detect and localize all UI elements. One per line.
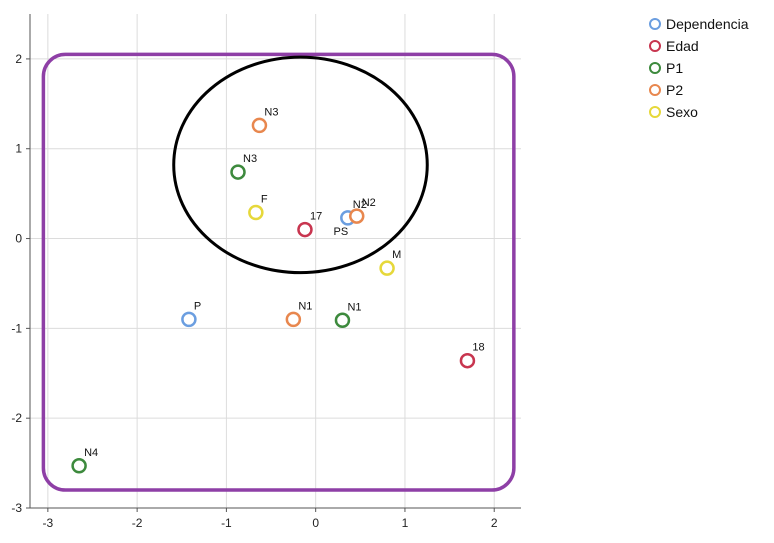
legend-label: Edad xyxy=(666,38,699,54)
point-sexo xyxy=(248,204,264,221)
legend-label: Dependencia xyxy=(666,16,749,32)
grid xyxy=(30,14,521,509)
highlight-rounded-rect xyxy=(41,52,516,492)
x-tick-label: -3 xyxy=(43,516,54,530)
axis-ticks: -3 -2 -1 0 1 2 -3 -2 -1 0 1 2 xyxy=(11,52,498,530)
x-tick-label: -1 xyxy=(221,516,232,530)
point-dependencia xyxy=(181,311,197,328)
point-label: F xyxy=(261,193,268,205)
y-tick-label: 2 xyxy=(15,52,22,66)
point-edad xyxy=(459,352,476,369)
point-p2 xyxy=(251,117,268,134)
annotations xyxy=(41,52,516,492)
y-tick-label: -2 xyxy=(11,411,22,425)
y-tick-label: -1 xyxy=(11,321,22,335)
x-tick-label: -2 xyxy=(132,516,143,530)
point-label: PS xyxy=(334,226,349,238)
point-label: 18 xyxy=(472,342,484,354)
legend-marker xyxy=(649,40,661,52)
x-tick-label: 1 xyxy=(402,516,409,530)
legend: Dependencia Edad P1 P2 Sexo xyxy=(649,13,749,123)
y-tick-label: -3 xyxy=(11,501,22,515)
legend-item: Edad xyxy=(649,35,749,57)
x-tick-label: 2 xyxy=(491,516,498,530)
x-tick-label: 0 xyxy=(312,516,319,530)
point-label: N4 xyxy=(84,447,98,459)
point-label: N1 xyxy=(347,301,361,313)
point-p1 xyxy=(230,164,246,180)
highlight-ellipse xyxy=(172,55,429,275)
legend-marker xyxy=(649,106,661,118)
point-label: N3 xyxy=(243,153,257,165)
point-edad xyxy=(297,221,313,238)
point-p2 xyxy=(348,208,365,224)
point-label: M xyxy=(392,249,401,261)
legend-label: P1 xyxy=(666,60,684,76)
point-p1 xyxy=(71,458,87,474)
point-label: N1 xyxy=(298,300,312,312)
point-label: N3 xyxy=(264,106,278,118)
y-tick-label: 1 xyxy=(15,142,22,156)
point-labels: N2 P 17 18 N3 N1 N4 N3 N2 N1 F M PS xyxy=(84,106,485,458)
point-label: P xyxy=(194,300,201,312)
legend-item: P2 xyxy=(649,79,749,101)
point-p2 xyxy=(285,311,302,328)
y-tick-label: 0 xyxy=(15,232,22,246)
point-label: N2 xyxy=(353,199,367,211)
point-label: 17 xyxy=(310,211,322,223)
legend-marker xyxy=(649,84,661,96)
data-points xyxy=(71,117,476,474)
legend-label: P2 xyxy=(666,82,684,98)
legend-marker xyxy=(649,62,661,74)
point-p1 xyxy=(334,312,351,329)
legend-item: Sexo xyxy=(649,101,749,123)
point-label: N2 xyxy=(362,197,376,209)
legend-item: P1 xyxy=(649,57,749,79)
legend-label: Sexo xyxy=(666,104,698,120)
legend-item: Dependencia xyxy=(649,13,749,35)
legend-marker xyxy=(649,18,661,30)
point-sexo xyxy=(379,260,395,276)
